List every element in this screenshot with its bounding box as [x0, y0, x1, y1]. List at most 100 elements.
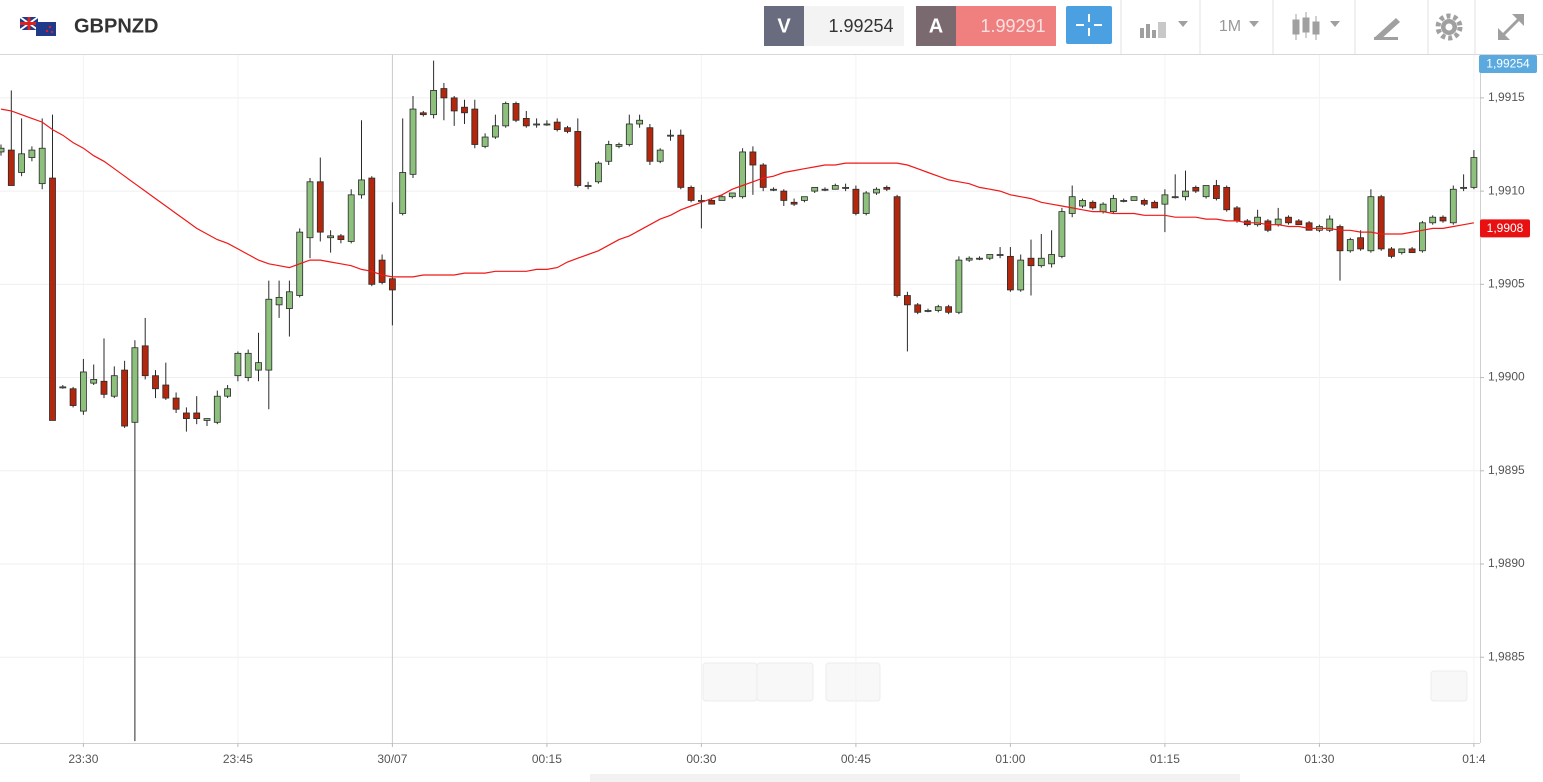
candle-body — [873, 188, 880, 194]
bid-tag-label: 1,99254 — [1486, 57, 1530, 71]
candle-body — [368, 177, 376, 285]
candle-body — [1295, 220, 1303, 226]
chart-type-button[interactable] — [1140, 21, 1188, 38]
candle-body — [409, 108, 417, 175]
candle-body — [811, 186, 819, 192]
candle-body — [904, 295, 911, 306]
candle-body — [801, 196, 808, 201]
candle-body — [110, 375, 118, 397]
crosshair-icon — [1076, 14, 1102, 36]
fullscreen-button[interactable] — [1498, 14, 1524, 40]
candle-body — [780, 190, 788, 201]
candle-body — [1110, 198, 1117, 213]
candle-body — [1048, 254, 1055, 265]
x-tick-label: 01:15 — [1150, 752, 1180, 766]
x-tick-label: 01:30 — [1304, 752, 1334, 766]
candle-body — [533, 123, 540, 126]
candle-body — [615, 144, 623, 147]
candle-body — [1429, 216, 1437, 224]
scroll-bar[interactable] — [590, 774, 1240, 782]
candle-body — [625, 123, 633, 145]
candle-body — [141, 345, 149, 377]
crosshair-button[interactable] — [1066, 6, 1112, 44]
candle-body — [419, 112, 427, 116]
y-tick-label: 1,9900 — [1488, 370, 1525, 384]
candle-body — [739, 151, 746, 198]
candle-body — [1326, 218, 1334, 231]
candle-body — [821, 188, 829, 191]
interval[interactable]: 1M — [1219, 18, 1241, 35]
grid — [0, 55, 1484, 747]
candle-body — [203, 418, 211, 421]
candle-body — [553, 121, 561, 130]
interval-caret — [1249, 21, 1259, 27]
overlay-buttons — [702, 662, 1468, 702]
candle-body — [1233, 207, 1241, 222]
candle-body — [924, 310, 932, 312]
candle-body — [656, 149, 664, 162]
candle-body — [28, 149, 36, 158]
x-tick-label: 30/07 — [377, 752, 407, 766]
candle-body — [7, 149, 15, 186]
candle-body — [440, 88, 448, 99]
candle-body — [1140, 200, 1148, 205]
candle-body — [584, 185, 592, 187]
candle-body — [244, 352, 252, 378]
settings-button[interactable] — [1435, 13, 1463, 41]
candle-body — [574, 131, 582, 186]
candle-body — [1254, 216, 1261, 226]
candle-body — [1182, 190, 1189, 198]
x-tick-label: 00:30 — [686, 752, 716, 766]
candle-body — [1099, 203, 1107, 213]
ask-label: A — [929, 15, 943, 37]
ask-button[interactable] — [916, 6, 956, 46]
candle-body — [213, 395, 221, 423]
y-tick-label: 1,9885 — [1488, 649, 1525, 663]
candle-body — [121, 369, 128, 427]
candle-body — [1346, 239, 1354, 252]
candle-body — [152, 375, 159, 390]
drawing-button[interactable] — [1374, 18, 1400, 40]
candle-body — [100, 380, 108, 395]
candle-body — [1130, 196, 1138, 201]
candle-body — [1408, 248, 1416, 254]
candle-body — [986, 254, 994, 259]
candle-body — [976, 257, 983, 260]
candle-body — [790, 201, 798, 205]
candle-body — [59, 386, 67, 389]
candle-body — [182, 412, 190, 419]
candle-body — [646, 127, 654, 162]
candle-body — [636, 119, 643, 125]
candle-body — [378, 259, 386, 283]
ask-box[interactable] — [956, 6, 1056, 46]
candle-body — [1264, 220, 1272, 231]
candle-body — [131, 347, 139, 423]
candle-body — [1285, 216, 1292, 224]
y-tick-label: 1,9890 — [1488, 556, 1525, 570]
y-tick-label: 1,9905 — [1488, 277, 1525, 291]
candle-body — [1068, 196, 1076, 214]
candle-body — [1460, 186, 1467, 189]
candle-body — [1120, 200, 1128, 202]
candle-body — [0, 147, 5, 153]
candle-body — [1439, 216, 1447, 222]
bid-button[interactable] — [764, 6, 804, 46]
candle-body — [595, 162, 602, 183]
candle-body — [224, 388, 232, 397]
candle-body — [399, 172, 407, 214]
candle-body — [1037, 257, 1045, 267]
candle-body — [265, 298, 273, 371]
candle-body — [1089, 201, 1097, 209]
candle-body — [306, 181, 314, 239]
candle-body — [275, 296, 283, 306]
candle-body — [862, 192, 870, 214]
candle-body — [996, 254, 1004, 256]
candle-body — [1213, 185, 1220, 199]
candle-body — [461, 106, 468, 114]
candle-style-button[interactable] — [1292, 12, 1340, 40]
bid-box[interactable] — [804, 6, 904, 46]
bid-label: V — [777, 15, 791, 37]
